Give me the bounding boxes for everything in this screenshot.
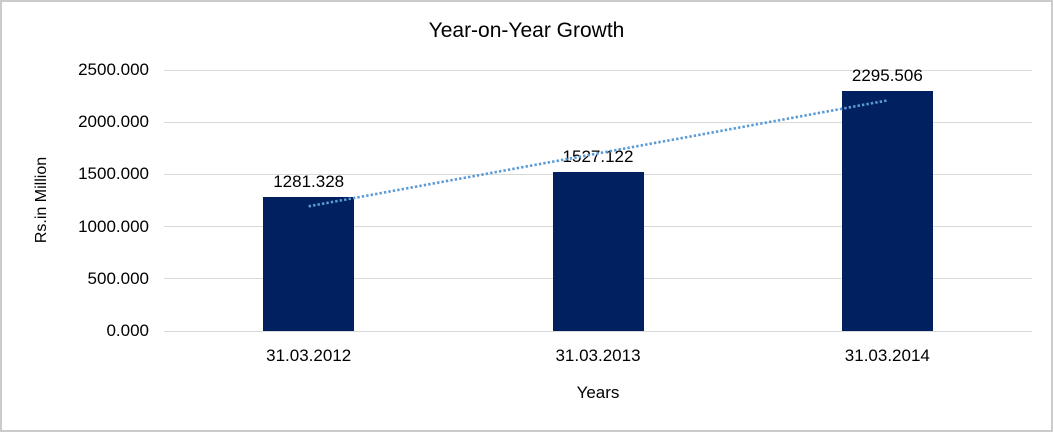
bar	[841, 91, 933, 331]
y-tick-label: 0.000	[106, 321, 149, 340]
bar-data-label: 1527.122	[562, 146, 634, 166]
x-tick-label: 31.03.2014	[844, 346, 930, 365]
chart-title: Year-on-Year Growth	[428, 19, 625, 42]
bar-data-label: 2295.506	[851, 66, 923, 86]
gridline	[164, 69, 1032, 71]
gridline	[164, 330, 1032, 332]
bar	[552, 171, 644, 331]
bar-data-label: 1281.328	[273, 172, 345, 192]
x-tick-label: 31.03.2012	[266, 346, 352, 365]
y-tick-label: 2500.000	[78, 60, 149, 79]
x-axis-title: Years	[576, 383, 620, 402]
y-tick-label: 1500.000	[78, 164, 149, 184]
bar	[263, 197, 355, 331]
x-tick-label: 31.03.2013	[555, 346, 641, 365]
y-tick-label: 1000.000	[78, 216, 149, 236]
y-tick-label: 2000.000	[78, 112, 149, 132]
y-tick-label: 500.000	[87, 268, 149, 288]
